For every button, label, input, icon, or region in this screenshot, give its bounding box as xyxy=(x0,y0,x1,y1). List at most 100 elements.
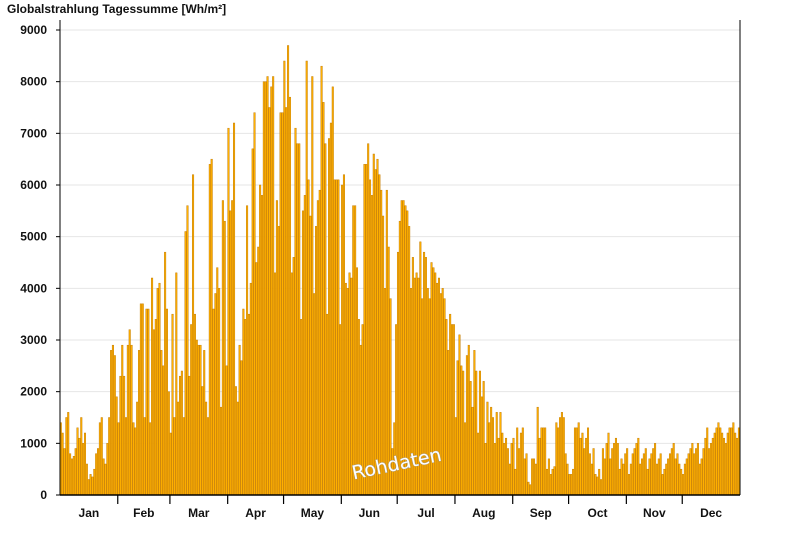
bar-day-241 xyxy=(506,448,509,496)
bar-day-221 xyxy=(469,381,472,496)
bar-day-212 xyxy=(452,324,455,496)
bar-day-342 xyxy=(695,448,698,496)
bar-day-268 xyxy=(557,427,560,496)
bar-day-38 xyxy=(128,329,131,496)
bar-day-137 xyxy=(313,293,316,496)
month-label-Aug: Aug xyxy=(472,506,495,520)
bar-day-310 xyxy=(635,443,638,496)
bar-day-330 xyxy=(672,443,675,496)
y-tick-label-9000: 9000 xyxy=(20,23,47,37)
bar-day-246 xyxy=(516,427,519,496)
bar-day-107 xyxy=(257,246,260,496)
bar-day-328 xyxy=(668,453,671,496)
bar-day-209 xyxy=(447,350,450,496)
bar-day-347 xyxy=(704,437,707,496)
bar-day-218 xyxy=(464,422,467,496)
bar-day-110 xyxy=(262,81,265,496)
y-tick-label-0: 0 xyxy=(40,488,47,502)
bar-day-44 xyxy=(139,303,142,496)
bar-day-99 xyxy=(242,308,245,496)
bar-day-299 xyxy=(614,437,617,496)
bar-day-352 xyxy=(713,432,716,496)
bar-day-65 xyxy=(179,375,182,496)
bar-day-117 xyxy=(275,200,278,496)
bar-day-92 xyxy=(229,210,232,496)
bar-day-277 xyxy=(573,427,576,496)
bar-day-275 xyxy=(570,474,573,496)
bar-day-339 xyxy=(689,448,692,496)
bar-day-29 xyxy=(111,344,114,496)
bar-day-292 xyxy=(601,448,604,496)
bar-day-173 xyxy=(380,189,383,496)
bar-day-362 xyxy=(732,422,735,496)
bar-day-71 xyxy=(190,324,193,496)
bar-day-215 xyxy=(458,334,461,496)
bar-day-151 xyxy=(339,324,342,496)
bar-day-16 xyxy=(87,479,90,496)
bar-day-364 xyxy=(736,437,739,496)
bar-day-5 xyxy=(67,412,70,496)
bar-day-142 xyxy=(322,102,325,496)
bar-day-81 xyxy=(208,164,211,496)
bar-day-169 xyxy=(372,153,375,496)
bar-day-19 xyxy=(93,468,96,496)
bar-day-286 xyxy=(590,463,593,496)
bar-day-40 xyxy=(132,422,135,496)
bar-day-84 xyxy=(214,293,217,496)
bar-day-355 xyxy=(719,427,722,496)
y-tick-label-6000: 6000 xyxy=(20,178,47,192)
month-label-Oct: Oct xyxy=(587,506,607,520)
bar-day-305 xyxy=(626,448,629,496)
bar-day-271 xyxy=(562,417,565,496)
bar-day-118 xyxy=(277,226,280,496)
bar-day-70 xyxy=(188,375,191,496)
bar-day-296 xyxy=(609,458,612,496)
bar-day-349 xyxy=(708,448,711,496)
bar-day-260 xyxy=(542,427,545,496)
bar-day-360 xyxy=(728,427,731,496)
y-tick-label-8000: 8000 xyxy=(20,75,47,89)
bar-day-244 xyxy=(512,437,515,496)
bar-day-115 xyxy=(272,76,275,496)
bar-day-100 xyxy=(244,319,247,496)
bar-day-211 xyxy=(451,324,454,496)
bar-day-216 xyxy=(460,365,463,496)
bar-day-223 xyxy=(473,350,476,496)
bar-day-245 xyxy=(514,468,517,496)
bar-day-317 xyxy=(648,458,651,496)
bar-day-294 xyxy=(605,443,608,496)
month-label-May: May xyxy=(301,506,325,520)
bar-day-325 xyxy=(663,468,666,496)
bar-day-97 xyxy=(238,344,241,496)
bar-day-86 xyxy=(218,288,221,496)
bar-day-108 xyxy=(259,184,262,496)
bar-day-17 xyxy=(89,474,92,496)
bar-day-314 xyxy=(642,453,645,496)
bar-day-39 xyxy=(130,344,133,496)
x-axis-month-ticks: Jan Feb Mar Apr May Jun Jul Aug Sep Oct Nov Dec xyxy=(79,495,722,520)
bar-day-93 xyxy=(231,200,234,496)
bar-day-113 xyxy=(268,107,271,496)
bar-day-262 xyxy=(546,468,549,496)
bar-day-235 xyxy=(495,412,498,496)
month-label-Feb: Feb xyxy=(133,506,154,520)
bar-day-130 xyxy=(300,319,303,496)
bar-day-104 xyxy=(251,148,254,496)
bar-day-337 xyxy=(685,458,688,496)
bar-day-354 xyxy=(717,422,720,496)
bar-day-125 xyxy=(290,272,293,496)
bar-day-287 xyxy=(592,448,595,496)
bar-day-315 xyxy=(644,448,647,496)
bar-day-143 xyxy=(324,143,327,496)
bar-day-165 xyxy=(365,164,368,496)
bar-day-145 xyxy=(328,138,331,496)
bar-day-313 xyxy=(641,458,644,496)
bar-day-320 xyxy=(654,443,657,496)
bar-day-249 xyxy=(521,427,524,496)
bar-day-59 xyxy=(167,391,170,496)
bar-day-167 xyxy=(369,179,372,496)
bar-day-300 xyxy=(616,443,619,496)
y-tick-label-3000: 3000 xyxy=(20,333,47,347)
bar-day-101 xyxy=(246,205,249,496)
